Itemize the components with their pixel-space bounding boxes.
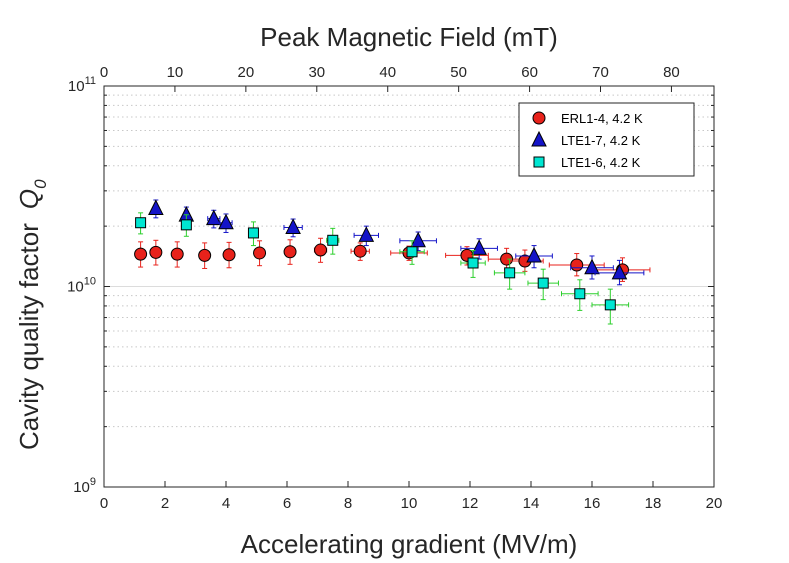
x-tick-label: 14 (523, 495, 540, 512)
x-tick-label: 8 (344, 495, 352, 512)
grid-lines (104, 94, 714, 428)
data-point (205, 209, 222, 226)
y-axis-title-text: Cavity quality factor (14, 223, 44, 450)
data-point (467, 257, 479, 269)
data-point (526, 246, 542, 263)
data-point (584, 258, 600, 275)
x-tick-label: 16 (584, 495, 601, 512)
data-point (410, 231, 426, 248)
data-point (570, 258, 584, 272)
data-point (170, 247, 184, 261)
legend-marker (533, 156, 545, 168)
x-tick-label: 2 (161, 495, 169, 512)
data-point (327, 234, 339, 246)
x2-tick-label: 40 (379, 64, 396, 81)
y-tick-label: 1011 (68, 75, 96, 95)
x-tick-label: 0 (100, 495, 108, 512)
legend-marker (532, 111, 546, 125)
y-axis-symbol: Q (14, 189, 44, 209)
legend-box (518, 102, 695, 177)
x-tick-label: 10 (401, 495, 418, 512)
data-point (283, 245, 297, 259)
x2-tick-label: 70 (592, 64, 609, 81)
x2-axis-title: Peak Magnetic Field (mT) (260, 22, 558, 52)
data-point (149, 245, 163, 259)
data-point (537, 277, 549, 289)
x2-tick-label: 20 (238, 64, 255, 81)
x2-tick-label: 10 (167, 64, 184, 81)
y-tick-label: 109 (73, 476, 96, 496)
data-point (604, 299, 616, 311)
x-tick-label: 12 (462, 495, 479, 512)
x-tick-label: 18 (645, 495, 662, 512)
data-point (285, 218, 301, 234)
legend: ERL1-4, 4.2 K LTE1-7, 4.2 K LTE1-6, 4.2 K (518, 102, 695, 177)
data-point (471, 239, 487, 255)
legend-label: LTE1-7, 4.2 K (561, 133, 641, 148)
y-axis-subscript: 0 (31, 179, 50, 189)
data-point (180, 219, 192, 231)
tick-labels: 0 2 4 6 8 10 12 14 16 18 20 0 10 20 30 40 50 60 70 80 109 101… (67, 64, 722, 512)
legend-label: LTE1-6, 4.2 K (561, 155, 641, 170)
legend-marker (531, 130, 547, 147)
x-tick-label: 6 (283, 495, 291, 512)
x2-tick-label: 60 (521, 64, 538, 81)
data-point (353, 244, 367, 258)
legend-label: ERL1-4, 4.2 K (561, 111, 643, 126)
series-triangle (148, 199, 645, 286)
series-square (135, 212, 630, 325)
data-point (222, 248, 236, 262)
data-point (198, 248, 212, 262)
x2-tick-label: 80 (663, 64, 680, 81)
data-point (574, 288, 586, 300)
data-point (218, 213, 234, 230)
data-point (134, 247, 148, 261)
data-point (253, 246, 267, 260)
data-point (406, 246, 418, 258)
x2-tick-label: 50 (450, 64, 467, 81)
data-point (358, 226, 375, 242)
y-axis-title: Cavity quality factor Q0 (14, 179, 50, 450)
data-point (247, 227, 259, 239)
axis-ticks (103, 85, 715, 488)
series-circle (134, 237, 651, 282)
data-point (314, 243, 328, 257)
y-tick-label: 1010 (67, 276, 96, 296)
x2-tick-label: 30 (308, 64, 325, 81)
x2-tick-label: 0 (100, 64, 108, 81)
x-axis-title: Accelerating gradient (MV/m) (241, 529, 578, 559)
data-point (504, 267, 516, 279)
x-tick-label: 20 (706, 495, 723, 512)
data-point (611, 263, 628, 280)
data-series (134, 199, 651, 325)
x-tick-label: 4 (222, 495, 230, 512)
data-point (148, 199, 164, 215)
data-point (135, 217, 147, 229)
